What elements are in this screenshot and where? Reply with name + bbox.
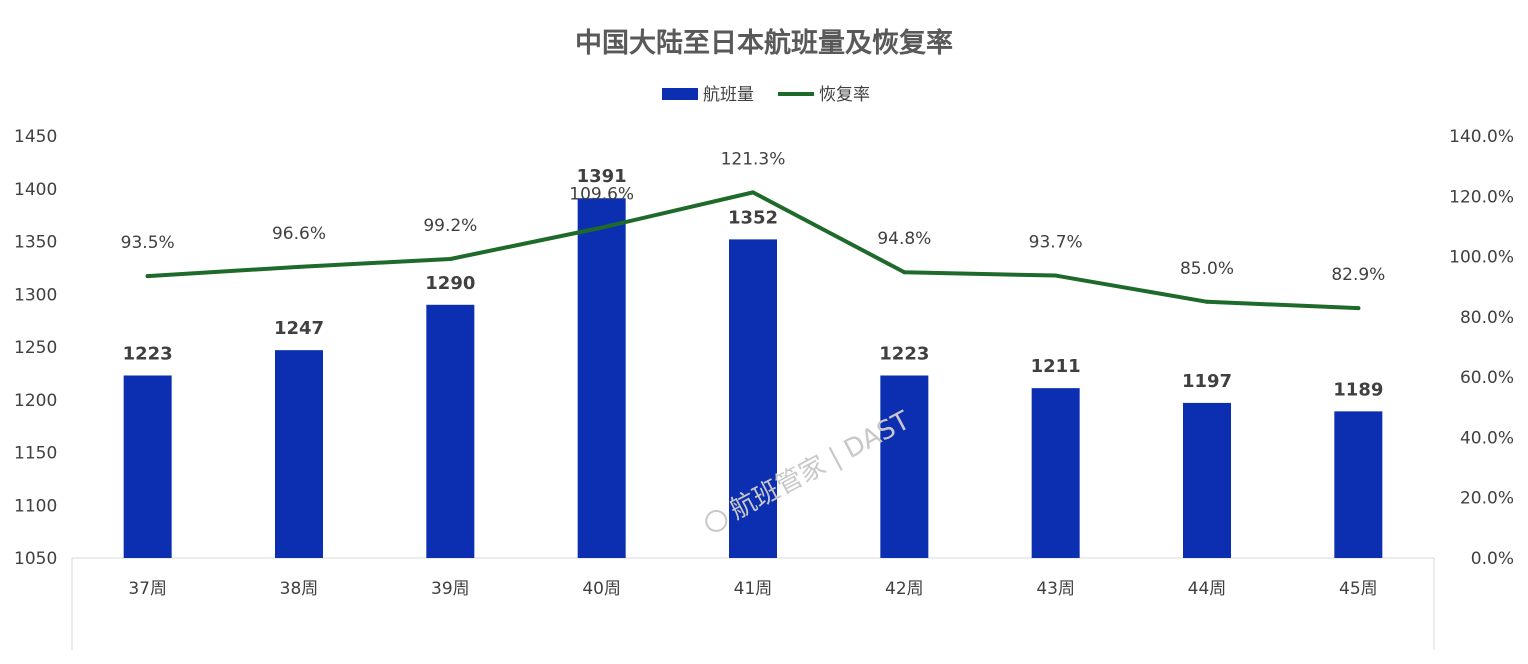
legend-bar-swatch	[662, 88, 698, 100]
y-right-tick-label: 60.0%	[1460, 368, 1514, 388]
bar	[1334, 411, 1383, 558]
bar	[1183, 402, 1231, 558]
bar	[729, 239, 777, 558]
x-tick-label: 43周	[1036, 579, 1075, 599]
y-right-tick-label: 120.0%	[1449, 187, 1514, 207]
bar	[426, 304, 475, 558]
y-left-tick-label: 1400	[14, 180, 57, 200]
legend: 航班量 恢复率	[662, 85, 870, 105]
plot-area: 1450 1400 1350 1300 1250 1200 1150 1100 1050 140.…	[14, 127, 1514, 650]
y-right-tick-label: 0.0%	[1471, 549, 1514, 569]
bar-data-label: 1197	[1182, 371, 1232, 392]
rate-point	[1205, 299, 1209, 304]
legend-line-label: 恢复率	[819, 85, 870, 105]
x-tick-label: 44周	[1188, 579, 1227, 599]
rate-data-label: 85.0%	[1180, 259, 1234, 279]
rate-data-label: 93.7%	[1029, 233, 1083, 253]
bar-data-label: 1189	[1333, 379, 1383, 400]
rate-point	[751, 190, 755, 195]
y-left-tick-label: 1050	[14, 549, 57, 569]
y-right-tick-label: 100.0%	[1449, 248, 1514, 268]
watermark-logo-icon	[705, 509, 728, 532]
y-left-tick-label: 1300	[14, 285, 57, 305]
rate-point	[448, 256, 453, 261]
x-tick-label: 42周	[885, 579, 924, 599]
bar-data-label: 1223	[879, 343, 929, 364]
rate-point	[1356, 306, 1361, 311]
rate-data-label: 94.8%	[877, 229, 931, 249]
x-tick-label: 41周	[734, 579, 773, 599]
bar	[275, 350, 323, 558]
x-tick-label: 45周	[1339, 579, 1378, 599]
rate-point	[599, 225, 604, 230]
y-left-tick-label: 1150	[14, 444, 57, 464]
chart-title: 中国大陆至日本航班量及恢复率	[575, 27, 953, 59]
rate-data-label: 96.6%	[272, 224, 326, 244]
bar	[1031, 388, 1080, 558]
bar-data-label: 1211	[1031, 356, 1081, 377]
legend-bar-label: 航班量	[703, 85, 754, 105]
y-right-tick-label: 80.0%	[1460, 308, 1514, 328]
bar-data-label: 1352	[728, 207, 778, 228]
y-left-tick-label: 1100	[14, 496, 57, 516]
rate-point	[1053, 273, 1058, 278]
bar-data-label: 1223	[123, 343, 173, 364]
rate-point	[297, 264, 301, 269]
bar	[123, 375, 172, 558]
rate-data-label: 109.6%	[569, 185, 634, 205]
bar-data-label: 1290	[425, 273, 475, 294]
y-right-tick-label: 140.0%	[1449, 127, 1514, 147]
x-tick-label: 39周	[431, 579, 470, 599]
y-left-tick-label: 1350	[14, 233, 57, 253]
y-right-tick-label: 20.0%	[1460, 489, 1514, 509]
bar	[577, 198, 626, 558]
x-tick-label: 38周	[280, 579, 319, 599]
bar-data-label: 1247	[274, 318, 324, 339]
rate-point	[145, 274, 150, 279]
y-right-tick-label: 40.0%	[1460, 428, 1514, 448]
bar	[880, 375, 929, 558]
x-tick-label: 40周	[582, 579, 621, 599]
y-left-tick-label: 1450	[14, 127, 57, 147]
rate-point	[902, 270, 907, 275]
rate-data-label: 121.3%	[721, 149, 786, 169]
rate-data-label: 99.2%	[423, 216, 477, 236]
rate-data-label: 93.5%	[121, 233, 175, 253]
y-left-tick-label: 1250	[14, 338, 57, 358]
x-tick-label: 37周	[128, 579, 167, 599]
rate-data-label: 82.9%	[1331, 265, 1385, 285]
bar-data-label: 1391	[577, 166, 627, 187]
y-left-tick-label: 1200	[14, 391, 57, 411]
